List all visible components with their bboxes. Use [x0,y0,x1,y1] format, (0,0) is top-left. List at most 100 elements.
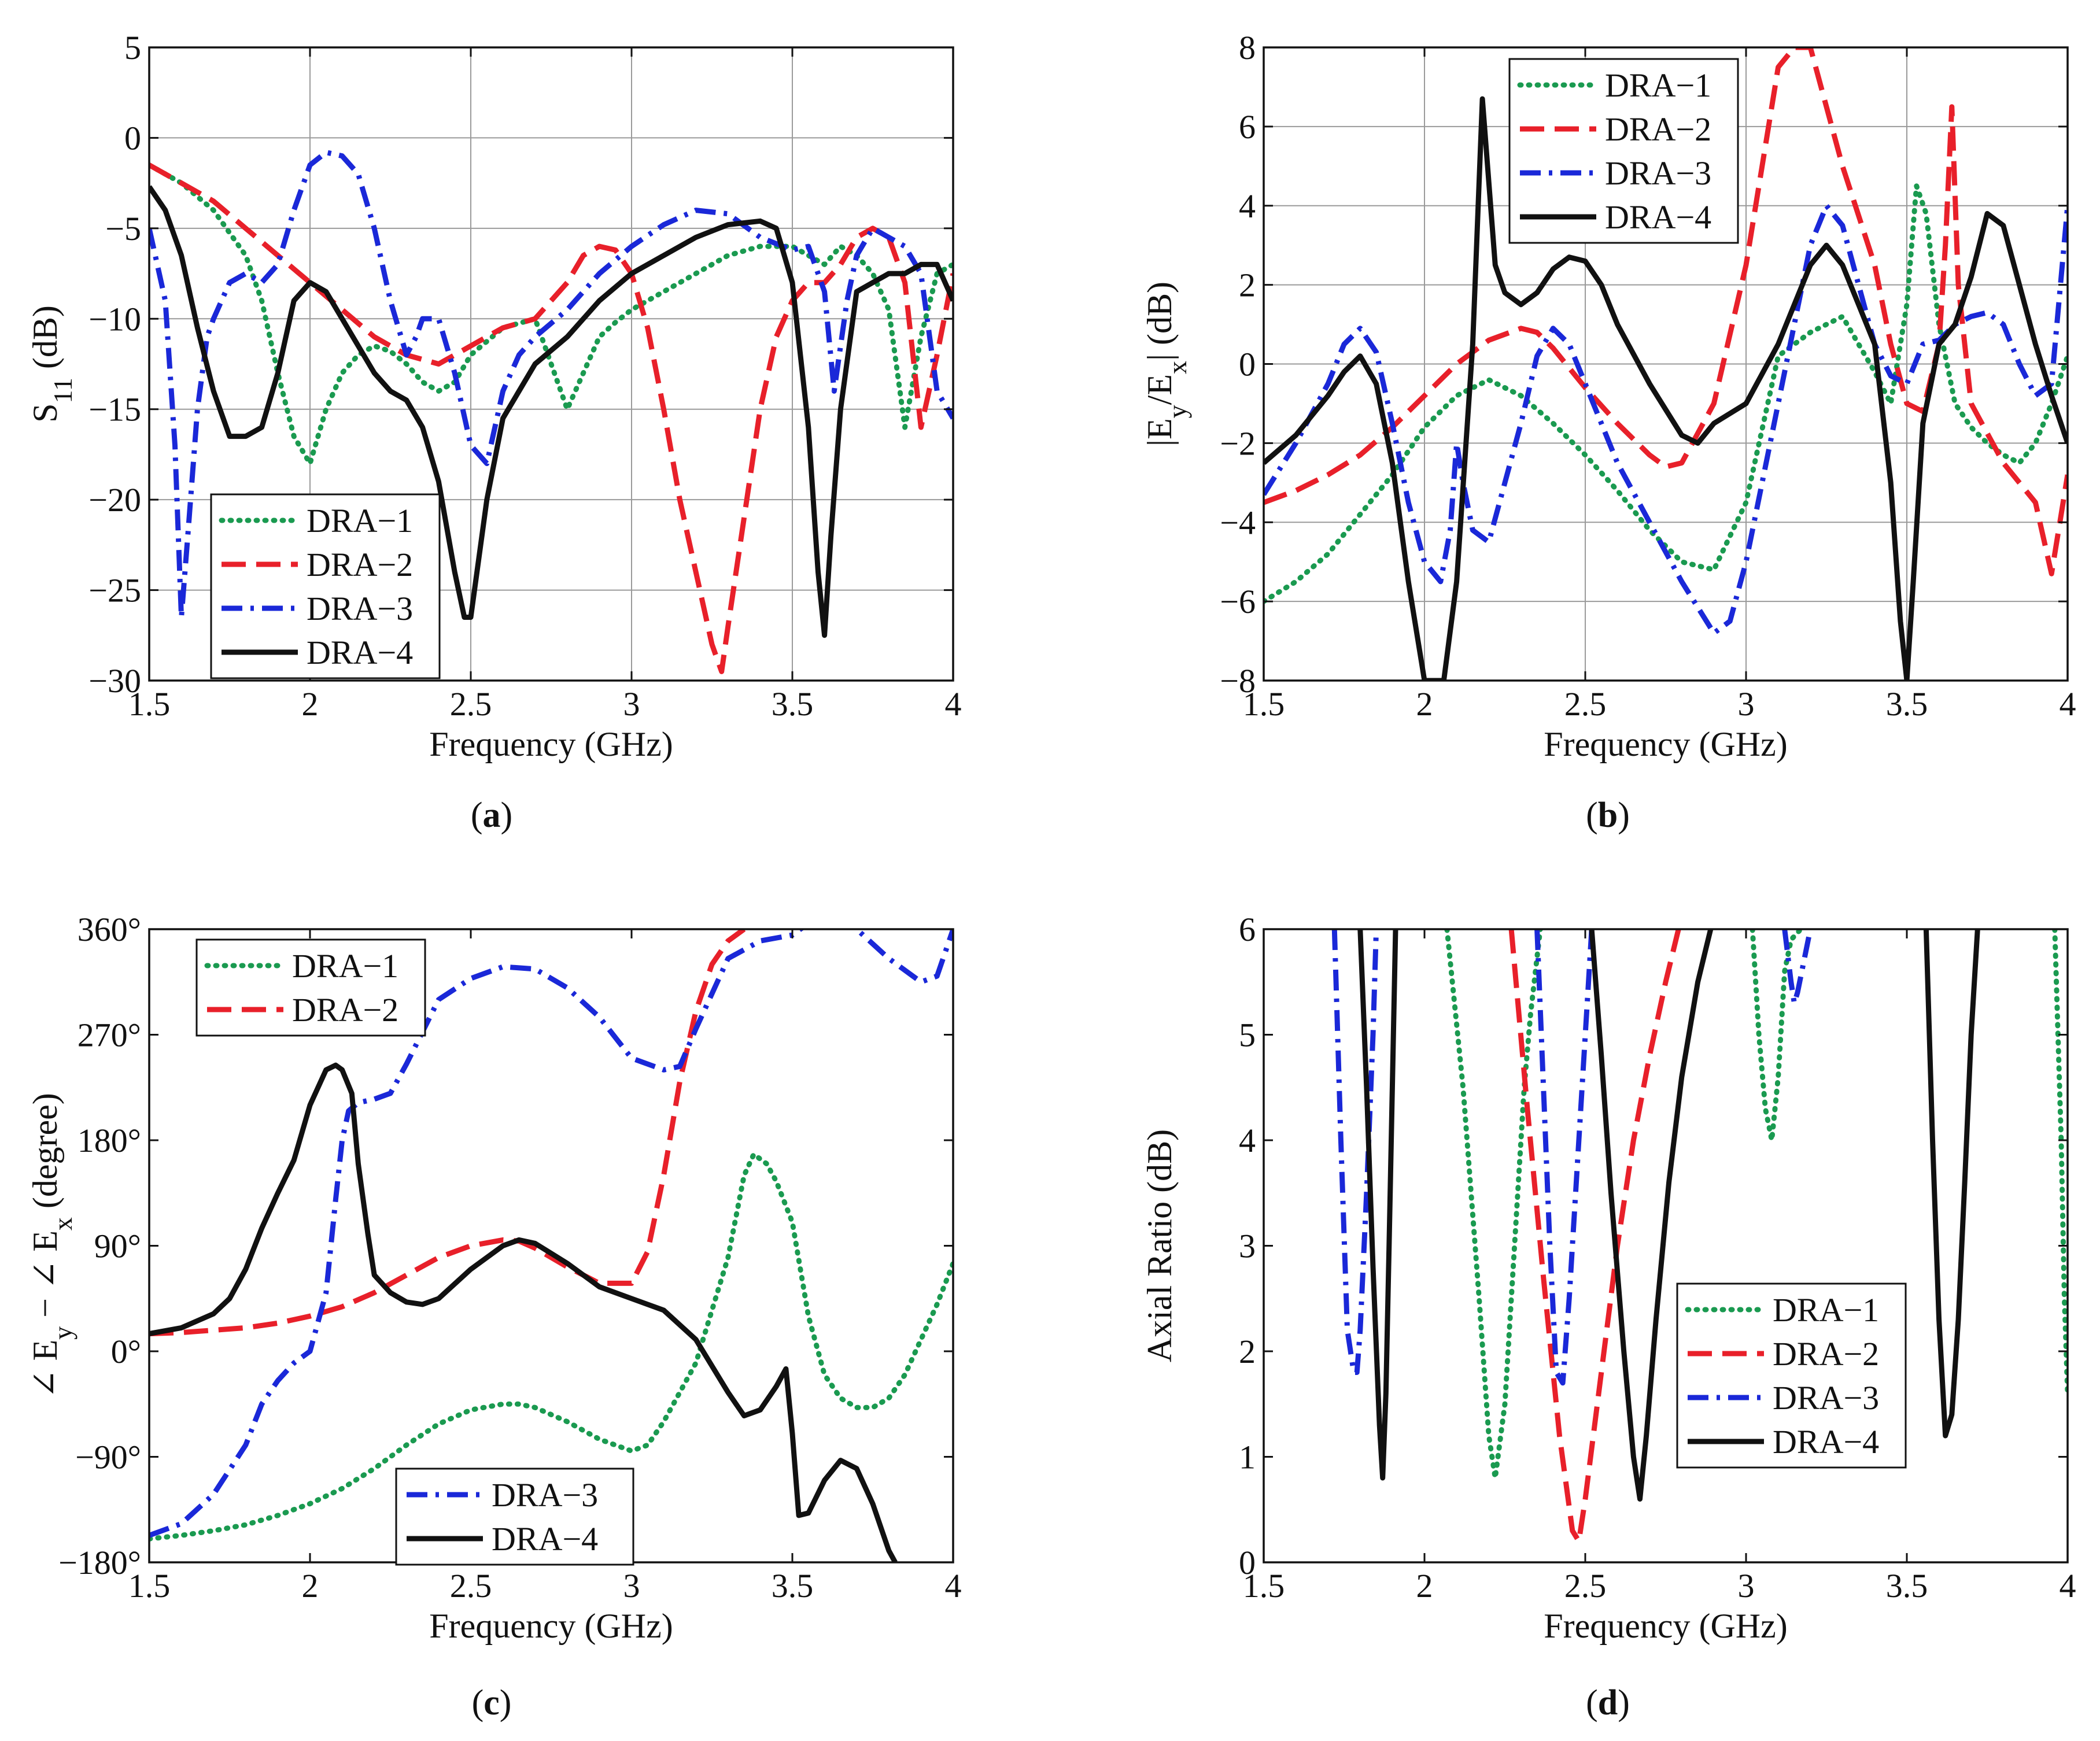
y-tick-label: 180° [77,1122,141,1159]
y-tick-label: −180° [58,1544,141,1581]
series-line-DRA−3 [149,929,953,1538]
tick-marks [1263,46,2069,682]
y-tick-label: 8 [1239,29,1256,66]
series-line-DRA−4 [149,1062,898,1562]
y-tick-label: −5 [105,210,141,247]
legend-label: DRA−4 [307,634,413,671]
panel-caption: (a) [471,796,512,835]
panel-caption: (d) [1586,1683,1630,1722]
legend-label: DRA−4 [1605,198,1711,236]
y-tick-label: 5 [1239,1016,1256,1054]
y-tick-label: −20 [88,481,141,519]
x-tick-label: 3 [1738,685,1755,723]
x-tick-label: 3 [623,1567,640,1605]
x-tick-label: 3.5 [1886,685,1928,723]
x-tick-label: 4 [945,685,962,723]
y-tick-label: −90° [75,1439,141,1476]
y-tick-label: −25 [88,572,141,609]
series-group [1331,929,2068,1544]
y-tick-label: 0 [124,119,141,157]
series-line-DRA−3 [149,150,953,620]
y-tick-label: −15 [88,391,141,428]
legend-box [1676,1282,1907,1469]
legend: DRA−3 DRA−4 [395,1468,634,1566]
legend: DRA−1 DRA−2 DRA−3 DRA−4 [1508,58,1739,244]
legend-label: DRA−4 [1773,1423,1879,1461]
x-tick-label: 2 [1416,685,1433,723]
x-tick-label: 2.5 [1564,685,1607,723]
y-axis-label: Axial Ratio (dB) [1141,1129,1179,1362]
x-tick-label: 2.5 [1564,1567,1607,1605]
y-tick-label: 5 [124,29,141,66]
series-line-DRA−4 [149,185,953,638]
y-axis-label: ∠ Ey − ∠ Ex (degree) [26,1093,77,1399]
plot-frame [148,46,954,682]
legend-label: DRA−1 [307,502,413,539]
x-axis-label: Frequency (GHz) [429,1607,673,1645]
y-tick-label: −30 [88,662,141,700]
series-line-DRA−1 [1750,929,1803,1143]
x-tick-label: 2 [1416,1567,1433,1605]
legend-label: DRA−3 [1773,1379,1879,1417]
x-tick-label: 4 [2060,685,2076,723]
x-tick-label: 3.5 [772,1567,814,1605]
x-tick-label: 2.5 [450,1567,492,1605]
y-tick-label: 360° [77,911,141,948]
legend-label: DRA−3 [307,590,413,627]
y-tick-label: 0 [1239,1544,1256,1581]
legend-label: DRA−3 [492,1476,598,1514]
y-tick-label: −10 [88,300,141,338]
legend-label: DRA−1 [1605,66,1711,104]
legend-label: DRA−3 [1605,154,1711,192]
x-tick-label: 1.5 [128,1567,171,1605]
x-tick-label: 2 [302,1567,319,1605]
series-line-DRA−4 [1589,929,1714,1502]
series-line-DRA−3 [1534,929,1595,1386]
legend-box [210,493,441,679]
x-tick-label: 4 [2060,1567,2076,1605]
y-tick-label: 2 [1239,1333,1256,1370]
legend-box [395,1468,634,1566]
legend: DRA−1 DRA−2 [195,938,426,1037]
series-line-DRA−1 [1264,183,2068,604]
series-line-DRA−1 [2052,929,2068,1396]
panel-caption: (b) [1586,796,1630,835]
tick-marks [1263,928,2069,1563]
series-line-DRA−1 [149,162,953,467]
series-group [149,150,953,674]
y-tick-label: 90° [94,1228,141,1265]
legend-label: DRA−2 [307,546,413,583]
series-line-DRA−3 [1264,203,2068,636]
x-tick-label: 1.5 [1243,685,1285,723]
x-axis-label: Frequency (GHz) [429,725,673,763]
tick-marks [148,46,954,682]
y-tick-label: −2 [1220,424,1256,462]
y-tick-label: 2 [1239,267,1256,304]
x-axis-label: Frequency (GHz) [1544,725,1788,763]
y-tick-label: 6 [1239,108,1256,146]
panel-caption: (c) [472,1683,512,1722]
legend-label: DRA−2 [1605,110,1711,148]
y-tick-label: −8 [1220,662,1256,700]
x-axis-label: Frequency (GHz) [1544,1607,1788,1645]
chart-panel-d: 1.5 2 2.5 3 3.5 4 0 1 2 3 4 5 6 Frequency (GHz) Axial … [1141,911,2076,1722]
y-tick-label: 4 [1239,187,1256,225]
legend-box [195,938,426,1037]
series-line-DRA−1 [1444,929,1543,1481]
tick-marks [148,928,954,1563]
legend: DRA−1 DRA−2 DRA−3 DRA−4 [1676,1282,1907,1469]
legend-label: DRA−2 [292,991,398,1029]
chart-panel-b: 1.5 2 2.5 3 3.5 4 −8 −6 −4 −2 0 2 4 6 8 Frequency (GHz)… [1141,29,2076,835]
series-line-DRA−2 [149,929,746,1337]
y-tick-label: 270° [77,1016,141,1054]
series-line-DRA−1 [149,1151,953,1542]
y-tick-label: −4 [1220,504,1256,541]
x-tick-label: 3 [623,685,640,723]
y-tick-label: 0° [111,1333,141,1370]
legend-box [1508,58,1739,244]
series-line-DRA−4 [1357,929,1398,1481]
legend-label: DRA−1 [292,947,398,985]
legend-label: DRA−2 [1773,1335,1879,1373]
legend-label: DRA−1 [1773,1291,1879,1329]
